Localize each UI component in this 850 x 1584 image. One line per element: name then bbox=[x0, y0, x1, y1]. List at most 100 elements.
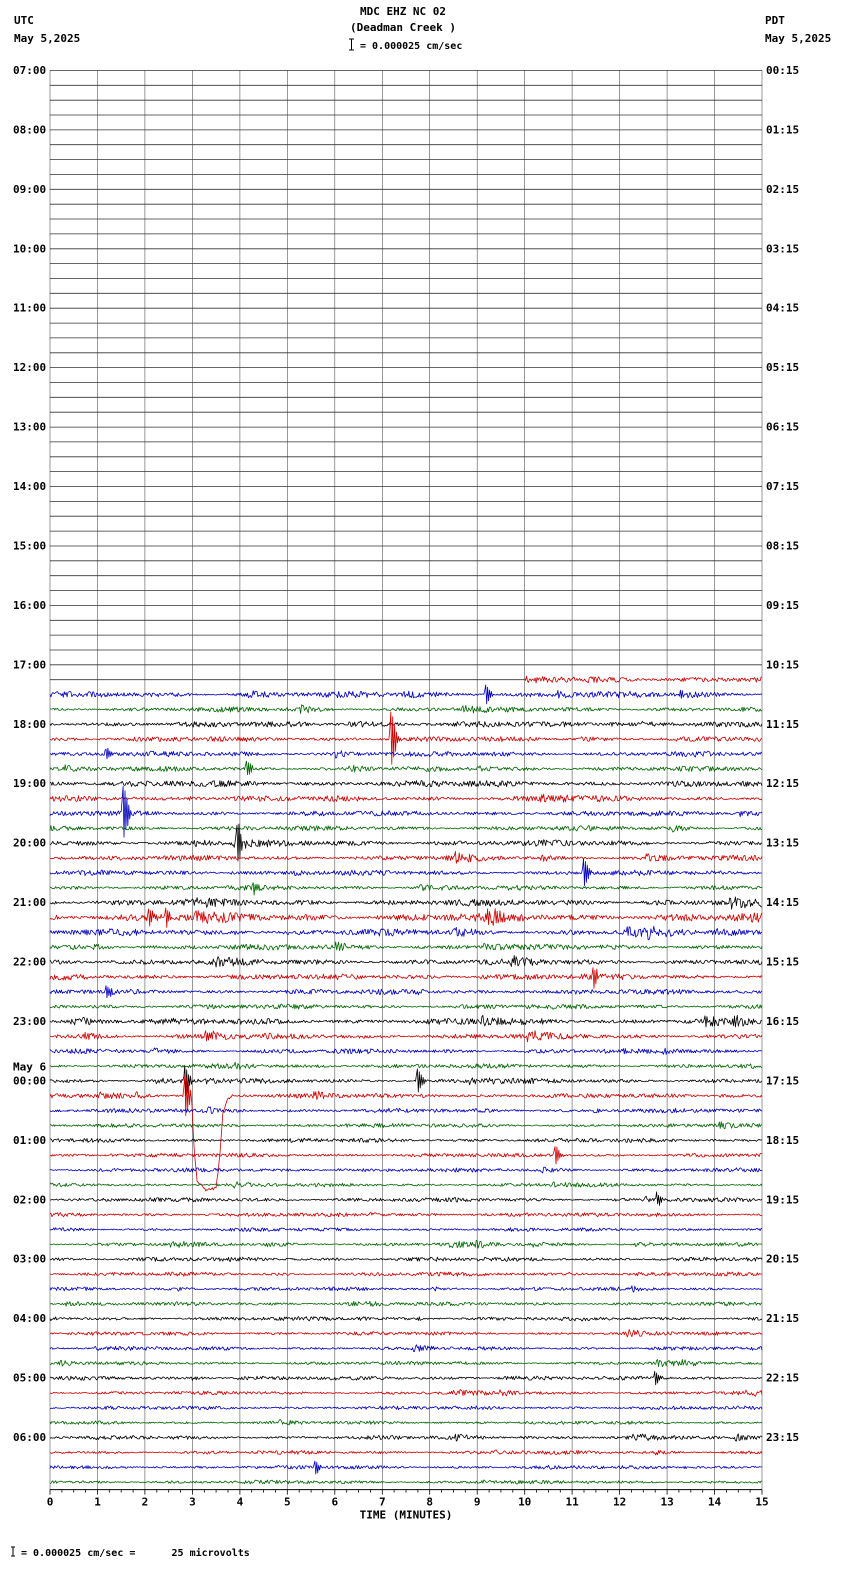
trace-row bbox=[49, 941, 763, 951]
pdt-hour-labels: 00:15 01:15 02:15 03:15 04:15 05:15 06:15 07:15… bbox=[766, 64, 799, 1444]
pdt-hour-label: 13:15 bbox=[766, 837, 799, 850]
x-tick-label: 10 bbox=[518, 1496, 531, 1509]
trace-row bbox=[49, 760, 763, 776]
trace-row bbox=[49, 1166, 763, 1174]
trace-row bbox=[49, 985, 763, 999]
trace-row bbox=[49, 1300, 763, 1307]
trace-row bbox=[49, 1359, 763, 1367]
pdt-hour-label: 12:15 bbox=[766, 777, 799, 790]
scale-bar-icon bbox=[348, 38, 355, 54]
utc-hour-labels: 07:00 08:00 09:00 10:00 11:00 12:00 13:00 14:00… bbox=[13, 64, 46, 1444]
trace-row bbox=[49, 896, 762, 910]
utc-hour-label: 03:00 bbox=[13, 1253, 46, 1266]
pdt-hour-label: 21:15 bbox=[766, 1312, 799, 1325]
header-left: UTC May 5,2025 bbox=[14, 12, 80, 48]
pdt-hour-label: 10:15 bbox=[766, 658, 799, 671]
utc-hour-label: 00:00 bbox=[13, 1074, 46, 1087]
trace-row bbox=[49, 1460, 763, 1475]
trace-row bbox=[49, 1449, 763, 1456]
scale-legend: = 0.000025 cm/sec bbox=[348, 38, 462, 54]
x-tick-label: 3 bbox=[189, 1496, 196, 1509]
left-timezone-label: UTC bbox=[14, 14, 34, 27]
x-tick-label: 5 bbox=[284, 1496, 291, 1509]
x-tick-label: 11 bbox=[565, 1496, 579, 1509]
utc-hour-label: 09:00 bbox=[13, 183, 46, 196]
x-tick-label: 14 bbox=[708, 1496, 722, 1509]
trace-row bbox=[49, 825, 763, 833]
right-date-label: May 5,2025 bbox=[765, 32, 832, 45]
flat-trace-lines bbox=[50, 70, 762, 681]
trace-row bbox=[524, 675, 763, 684]
utc-hour-label: 05:00 bbox=[13, 1372, 46, 1385]
trace-row bbox=[49, 1106, 763, 1114]
trace-row bbox=[49, 1405, 763, 1411]
utc-hour-label: 14:00 bbox=[13, 480, 46, 493]
x-tick-label: 12 bbox=[613, 1496, 626, 1509]
pdt-hour-label: 01:15 bbox=[766, 123, 799, 136]
trace-row bbox=[49, 1371, 763, 1386]
x-axis-title: TIME (MINUTES) bbox=[360, 1509, 453, 1522]
trace-row bbox=[49, 1344, 763, 1352]
x-tick-label: 1 bbox=[94, 1496, 101, 1509]
trace-row bbox=[49, 925, 763, 941]
utc-hour-label: 15:00 bbox=[13, 540, 46, 553]
x-tick-label: 8 bbox=[426, 1496, 433, 1509]
trace-row bbox=[49, 955, 763, 968]
header-right: PDT May 5,2025 bbox=[765, 12, 831, 48]
scale-text: = 0.000025 cm/sec bbox=[360, 40, 463, 52]
x-tick-label: 7 bbox=[379, 1496, 386, 1509]
utc-hour-label: 21:00 bbox=[13, 896, 46, 909]
utc-hour-label: 20:00 bbox=[13, 837, 46, 850]
trace-row bbox=[49, 1146, 763, 1165]
trace-row bbox=[49, 1329, 763, 1338]
pdt-hour-label: 06:15 bbox=[766, 421, 799, 434]
trace-row bbox=[49, 1030, 763, 1043]
trace-row bbox=[49, 1191, 763, 1206]
trace-row bbox=[49, 1121, 763, 1130]
trace-row bbox=[49, 793, 763, 803]
pdt-hour-label: 09:15 bbox=[766, 599, 799, 612]
trace-row bbox=[49, 1015, 763, 1028]
utc-hour-label: 01:00 bbox=[13, 1134, 46, 1147]
utc-hour-label: 04:00 bbox=[13, 1312, 46, 1325]
trace-row bbox=[49, 720, 763, 728]
footer-note-text: = 0.000025 cm/sec = 25 microvolts bbox=[21, 1547, 250, 1559]
trace-row bbox=[49, 786, 763, 838]
trace-rows bbox=[49, 675, 763, 1485]
header-center: MDC EHZ NC 02 (Deadman Creek ) bbox=[350, 4, 456, 36]
station-title: MDC EHZ NC 02 bbox=[359, 5, 447, 18]
trace-row bbox=[49, 684, 763, 705]
footer-scale-note: = 0.000025 cm/sec = 25 microvolts bbox=[10, 1546, 250, 1560]
pdt-hour-label: 15:15 bbox=[766, 956, 799, 969]
pdt-hour-label: 00:15 bbox=[766, 64, 799, 77]
trace-row bbox=[49, 1285, 763, 1293]
x-tick-label: 0 bbox=[47, 1496, 54, 1509]
trace-row bbox=[49, 1256, 763, 1262]
utc-hour-label: 11:00 bbox=[13, 302, 46, 315]
x-tick-label: 9 bbox=[474, 1496, 481, 1509]
utc-hour-label: 07:00 bbox=[13, 64, 46, 77]
trace-row bbox=[49, 1047, 763, 1055]
trace-row bbox=[49, 711, 763, 765]
trace-row bbox=[49, 907, 763, 928]
utc-hour-label: 06:00 bbox=[13, 1431, 46, 1444]
trace-row bbox=[49, 823, 763, 862]
pdt-hour-label: 05:15 bbox=[766, 361, 799, 374]
station-subtitle: (Deadman Creek ) bbox=[350, 21, 456, 34]
pdt-hour-label: 02:15 bbox=[766, 183, 799, 196]
trace-row bbox=[50, 1389, 763, 1397]
trace-row bbox=[49, 1061, 763, 1071]
trace-row bbox=[49, 780, 763, 788]
trace-row bbox=[49, 1075, 763, 1192]
pdt-hour-label: 11:15 bbox=[766, 718, 799, 731]
pdt-hour-label: 08:15 bbox=[766, 540, 799, 553]
pdt-hour-label: 03:15 bbox=[766, 242, 799, 255]
trace-row bbox=[49, 1003, 763, 1010]
utc-hour-label: 13:00 bbox=[13, 421, 46, 434]
trace-row bbox=[49, 1239, 763, 1249]
trace-row bbox=[49, 1419, 763, 1426]
pdt-hour-label: 04:15 bbox=[766, 302, 799, 315]
trace-row bbox=[49, 1137, 763, 1143]
